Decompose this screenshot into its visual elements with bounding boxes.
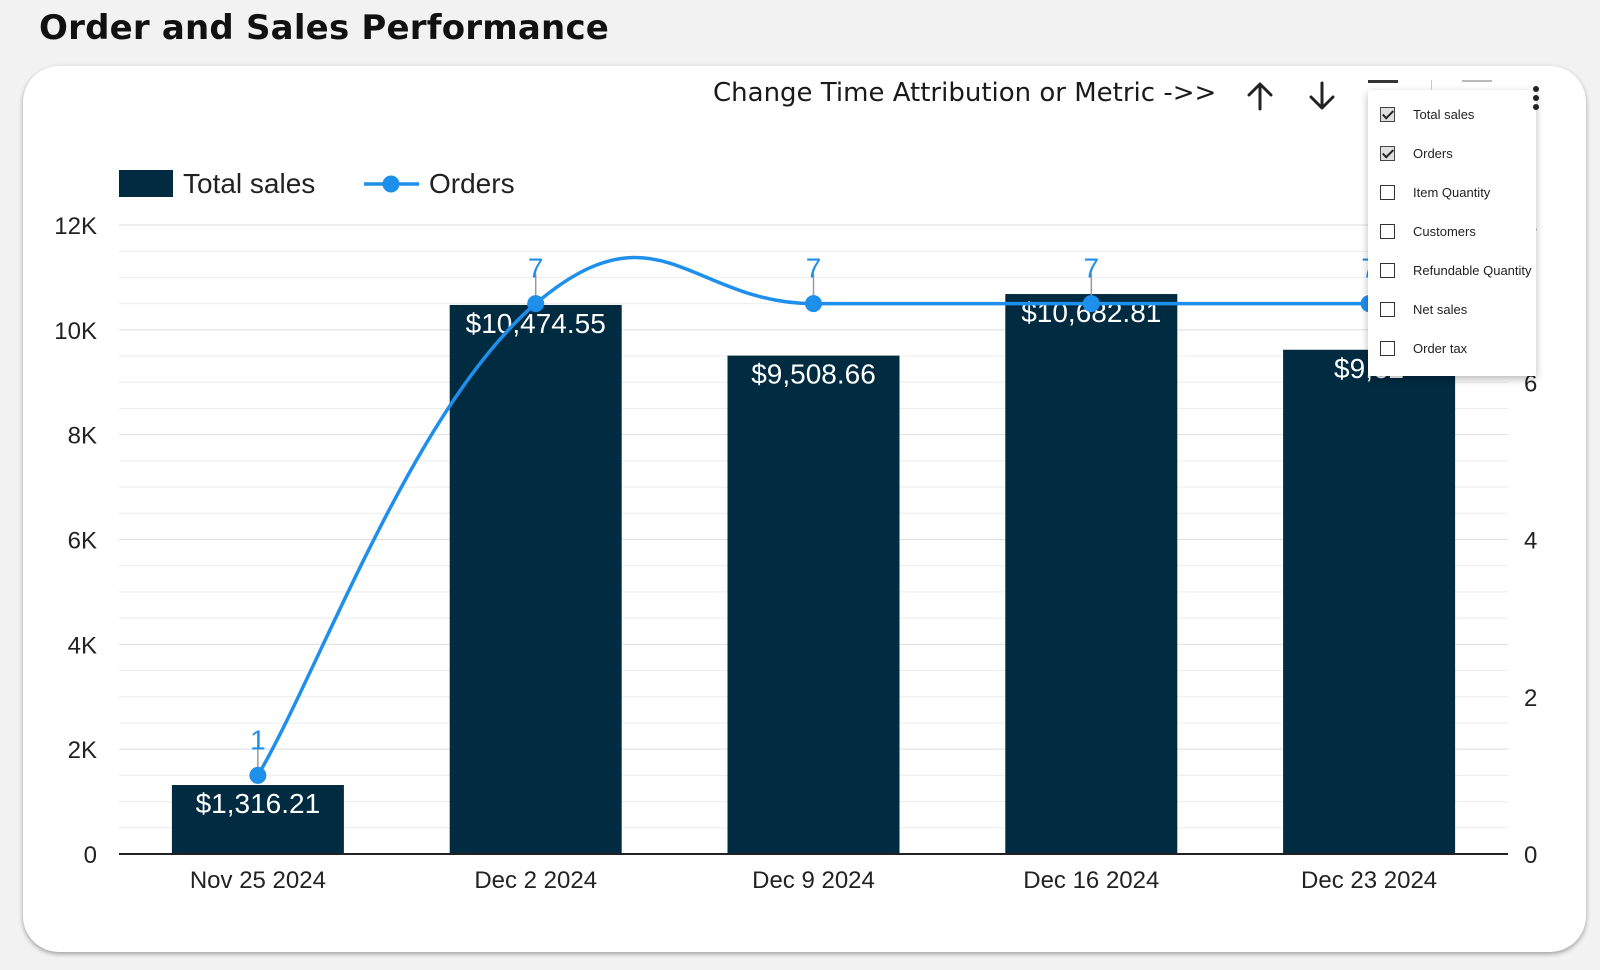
arrow-down-icon[interactable]: [1305, 78, 1339, 114]
metric-dropdown: Total sales Orders Item Quantity Customers R…: [1368, 90, 1536, 376]
checkbox-icon[interactable]: [1380, 184, 1395, 200]
y-left-tick-label: 8K: [68, 423, 97, 450]
toolbar-divider: [1431, 80, 1432, 94]
line-value-label: 7: [806, 253, 822, 284]
x-tick-label: Dec 16 2024: [1023, 867, 1159, 894]
y-left-tick-label: 10K: [54, 318, 97, 345]
bar-value-label: $10,474.55: [466, 308, 606, 339]
line-point: [527, 295, 545, 313]
bar-value-label: $9,508.66: [751, 359, 876, 390]
drag-handle-icon[interactable]: [1462, 80, 1492, 86]
y-right-tick-label: 0: [1524, 842, 1537, 869]
y-right-tick-label: 6: [1524, 370, 1537, 397]
metric-option-label: Item Quantity: [1413, 184, 1491, 200]
legend-label: Total sales: [183, 168, 315, 199]
metric-option[interactable]: Refundable Quantity: [1380, 255, 1532, 285]
bar: [1283, 349, 1456, 854]
arrow-up-icon[interactable]: [1243, 78, 1277, 114]
toolbar-label: Change Time Attribution or Metric ->>: [713, 78, 1217, 108]
bar: [449, 304, 622, 855]
checkbox-checked-icon[interactable]: [1380, 106, 1395, 122]
y-left-tick-label: 0: [84, 842, 97, 869]
bar: [171, 785, 344, 854]
legend-label: Orders: [429, 168, 515, 199]
line-point: [249, 766, 267, 784]
metric-option[interactable]: Orders: [1380, 138, 1453, 168]
checkbox-checked-icon[interactable]: [1380, 145, 1395, 161]
metric-option-label: Refundable Quantity: [1413, 262, 1532, 278]
metric-option-label: Customers: [1413, 223, 1476, 239]
page-title: Order and Sales Performance: [39, 8, 610, 48]
legend-swatch-point: [382, 175, 400, 193]
checkbox-icon[interactable]: [1380, 262, 1395, 278]
orders-line: [256, 255, 1370, 777]
metric-option[interactable]: Item Quantity: [1380, 177, 1490, 207]
y-left-tick-label: 4K: [68, 632, 97, 659]
bar-value-label: $1,316.21: [196, 788, 321, 819]
settings-icon[interactable]: [1368, 80, 1398, 87]
metric-option-label: Net sales: [1413, 301, 1468, 317]
y-right-tick-label: 2: [1524, 685, 1537, 712]
line-value-label: 7: [1084, 253, 1100, 284]
line-point: [805, 295, 822, 313]
y-left-tick-label: 6K: [68, 528, 97, 555]
line-value-label: 7: [528, 253, 544, 284]
metric-option[interactable]: Order tax: [1380, 333, 1467, 363]
x-tick-label: Nov 25 2024: [190, 867, 326, 894]
line-point: [1082, 295, 1100, 313]
metric-option[interactable]: Total sales: [1380, 99, 1474, 129]
bar: [1005, 294, 1178, 854]
y-left-tick-label: 12K: [54, 213, 97, 240]
x-tick-label: Dec 2 2024: [474, 867, 597, 894]
metric-option-label: Orders: [1413, 145, 1453, 161]
legend-swatch-bar: [119, 170, 173, 197]
y-right-tick-label: 4: [1524, 528, 1537, 555]
metric-option[interactable]: Customers: [1380, 216, 1476, 246]
metric-option-label: Total sales: [1413, 106, 1475, 122]
bar: [727, 355, 900, 854]
line-value-label: 1: [250, 724, 266, 755]
x-tick-label: Dec 9 2024: [752, 867, 875, 894]
checkbox-icon[interactable]: [1380, 223, 1395, 239]
y-left-tick-label: 2K: [68, 737, 97, 764]
metric-option[interactable]: Net sales: [1380, 294, 1467, 324]
checkbox-icon[interactable]: [1380, 301, 1395, 317]
more-vert-icon[interactable]: [1530, 84, 1542, 114]
checkbox-icon[interactable]: [1380, 340, 1395, 356]
x-tick-label: Dec 23 2024: [1301, 867, 1437, 894]
metric-option-label: Order tax: [1413, 340, 1468, 356]
